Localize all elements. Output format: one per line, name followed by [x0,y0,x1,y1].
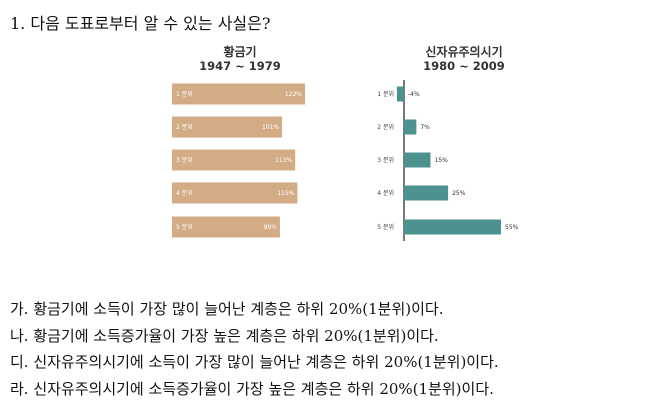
label-golden-age-1: 1 분위 [176,90,193,98]
bar-neoliberal-5 [404,220,501,235]
choice-na[interactable]: 나. 황금기에 소득증가율이 가장 높은 계층은 하위 20%(1분위)이다. [10,323,499,350]
value-golden-age-2: 101% [262,124,279,131]
label-neoliberal-5: 5 분위 [377,223,394,231]
bar-neoliberal-2 [404,120,416,135]
chart-subtitle-golden-age: 1947 ~ 1979 [199,59,281,73]
value-golden-age-5: 99% [264,224,278,231]
label-golden-age-4: 4 분위 [176,189,193,197]
choice-di[interactable]: 디. 신자유주의시기에 소득이 가장 많이 늘어난 계층은 하위 20%(1분위… [10,349,499,376]
label-neoliberal-3: 3 분위 [377,156,394,164]
chart-title-golden-age: 황금기 [223,44,256,59]
chart-subtitle-neoliberal: 1980 ~ 2009 [423,59,505,73]
value-neoliberal-1: -4% [408,91,420,98]
value-golden-age-3: 113% [275,157,292,164]
bar-neoliberal-3 [404,153,430,168]
label-golden-age-5: 5 분위 [176,223,193,231]
value-golden-age-4: 115% [277,190,294,197]
label-neoliberal-4: 4 분위 [377,189,394,197]
bar-neoliberal-4 [404,186,448,201]
label-golden-age-3: 3 분위 [176,156,193,164]
value-neoliberal-2: 7% [420,124,430,131]
label-neoliberal-2: 2 분위 [377,123,394,131]
value-neoliberal-3: 15% [434,157,448,164]
value-neoliberal-5: 55% [505,224,519,231]
value-neoliberal-4: 25% [452,190,466,197]
answer-choices: 가. 황금기에 소득이 가장 많이 늘어난 계층은 하위 20%(1분위)이다.… [10,296,499,402]
choice-ra[interactable]: 라. 신자유주의시기에 소득증가율이 가장 높은 계층은 하위 20%(1분위)… [10,376,499,403]
chart-title-neoliberal: 신자유주의시기 [425,44,502,59]
label-neoliberal-1: 1 분위 [377,90,394,98]
choice-ga[interactable]: 가. 황금기에 소득이 가장 많이 늘어난 계층은 하위 20%(1분위)이다. [10,296,499,323]
value-golden-age-1: 122% [285,91,302,98]
bar-neoliberal-1 [397,87,404,102]
label-golden-age-2: 2 분위 [176,123,193,131]
